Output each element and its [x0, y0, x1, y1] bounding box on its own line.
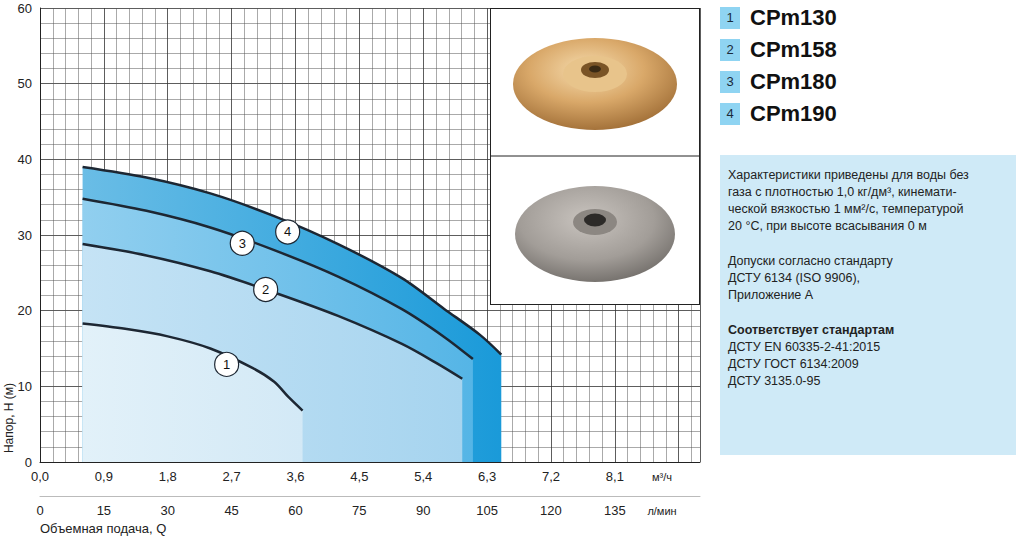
svg-text:135: 135 — [604, 503, 626, 518]
html-text:20 °С, при высоте всасывания 0: 20 °С, при высоте всасывания 0 м — [728, 219, 927, 233]
svg-text:30: 30 — [161, 503, 175, 518]
svg-text:7,2: 7,2 — [542, 469, 560, 484]
svg-text:105: 105 — [476, 503, 498, 518]
html-text:ДСТУ ГОСТ 6134:2009: ДСТУ ГОСТ 6134:2009 — [728, 357, 859, 371]
html-text:CPm130: CPm130 — [750, 5, 837, 30]
html-text:CPm180: CPm180 — [750, 69, 837, 94]
html-text:ДСТУ EN 60335-2-41:2015: ДСТУ EN 60335-2-41:2015 — [728, 340, 881, 354]
html-text:Соответствует стандартам: Соответствует стандартам — [728, 323, 895, 337]
svg-text:2: 2 — [262, 282, 269, 297]
html-text:Допуски согласно стандарту: Допуски согласно стандарту — [728, 254, 893, 268]
svg-text:0: 0 — [25, 455, 32, 470]
svg-text:10: 10 — [18, 379, 32, 394]
html-text:ческой вязкостью 1 мм²/с, темп: ческой вязкостью 1 мм²/с, температурой — [728, 202, 964, 216]
svg-text:6,3: 6,3 — [478, 469, 496, 484]
svg-text:120: 120 — [540, 503, 562, 518]
html-text:ДСТУ 6134 (ISO 9906),: ДСТУ 6134 (ISO 9906), — [728, 271, 860, 285]
svg-text:15: 15 — [97, 503, 111, 518]
svg-text:0,9: 0,9 — [95, 469, 113, 484]
html-text:2: 2 — [726, 42, 734, 57]
svg-text:45: 45 — [224, 503, 238, 518]
html-text:ДСТУ 3135.0-95: ДСТУ 3135.0-95 — [728, 374, 821, 388]
svg-text:Объемная подача, Q: Объемная подача, Q — [40, 521, 166, 536]
svg-text:8,1: 8,1 — [606, 469, 624, 484]
svg-text:5,4: 5,4 — [414, 469, 432, 484]
svg-text:30: 30 — [18, 228, 32, 243]
svg-text:3: 3 — [239, 236, 246, 251]
html-text:3: 3 — [726, 74, 734, 89]
svg-text:0: 0 — [36, 503, 43, 518]
svg-text:60: 60 — [288, 503, 302, 518]
html-text:Характеристики приведены для в: Характеристики приведены для воды без — [728, 168, 969, 182]
html-text:1: 1 — [726, 10, 734, 25]
svg-text:Напор, Н (м): Напор, Н (м) — [2, 383, 16, 453]
svg-text:3,6: 3,6 — [286, 469, 304, 484]
svg-text:4: 4 — [284, 224, 291, 239]
svg-text:50: 50 — [18, 76, 32, 91]
svg-text:0,0: 0,0 — [31, 469, 49, 484]
html-text:Приложение А: Приложение А — [728, 288, 814, 302]
svg-text:2,7: 2,7 — [223, 469, 241, 484]
svg-text:м³/ч: м³/ч — [652, 471, 672, 483]
svg-text:60: 60 — [18, 1, 32, 16]
svg-text:л/мин: л/мин — [647, 505, 676, 517]
svg-text:4,5: 4,5 — [350, 469, 368, 484]
html-text:4: 4 — [726, 106, 734, 121]
html-text:CPm158: CPm158 — [750, 37, 837, 62]
svg-text:1: 1 — [223, 357, 230, 372]
svg-text:40: 40 — [18, 152, 32, 167]
svg-text:90: 90 — [416, 503, 430, 518]
html-text:CPm190: CPm190 — [750, 101, 837, 126]
html-text:газа с плотностью 1,0 кг/дм³,: газа с плотностью 1,0 кг/дм³, кинемати- — [728, 185, 957, 199]
svg-text:75: 75 — [352, 503, 366, 518]
svg-text:1,8: 1,8 — [159, 469, 177, 484]
svg-text:20: 20 — [18, 303, 32, 318]
